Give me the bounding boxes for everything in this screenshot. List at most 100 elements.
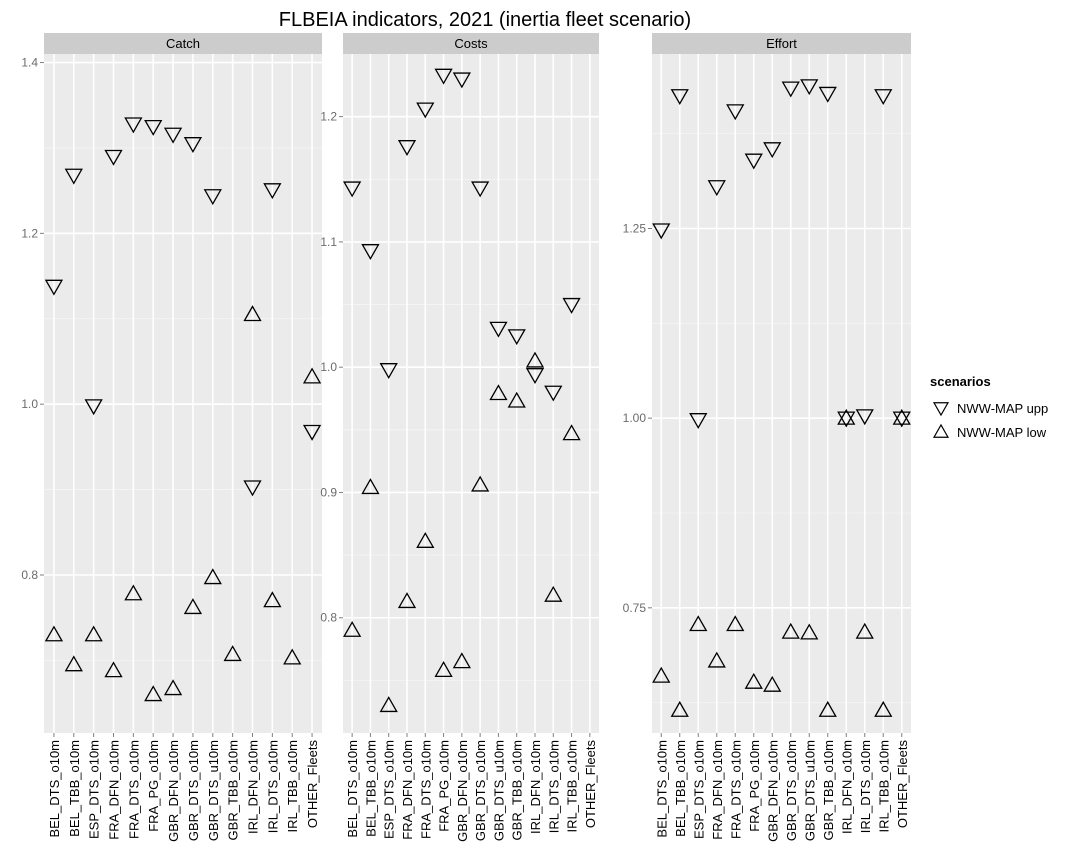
point-nww-map-low-effort-fra-dfn-o10m (707, 651, 726, 668)
point-nww-map-low-catch-fra-pg-o10m (144, 685, 163, 702)
point-nww-map-low-effort-esp-dts-o10m (689, 615, 708, 632)
x-tick-label: GBR_DTS_o10m (186, 740, 201, 841)
panel-background (652, 54, 911, 733)
x-tick-label: ESP_DTS_o10m (87, 740, 102, 839)
point-nww-map-low-costs-bel-tbb-o10m (361, 478, 380, 495)
point-nww-map-upp-effort-esp-dts-o10m (689, 413, 708, 429)
chart-title: FLBEIA indicators, 2021 (inertia fleet s… (279, 9, 691, 31)
point-nww-map-upp-costs-esp-dts-o10m (379, 363, 398, 380)
point-nww-map-low-effort-gbr-tbb-o10m (818, 700, 837, 717)
point-nww-map-upp-costs-fra-dfn-o10m (397, 140, 417, 157)
x-tick-label: FRA_DTS_o10m (126, 740, 141, 839)
point-nww-map-low-catch-other-fleets (302, 367, 322, 384)
point-nww-map-upp-effort-gbr-dts-o10m (781, 81, 800, 98)
point-nww-map-low-costs-gbr-tbb-o10m (507, 391, 526, 408)
point-nww-map-low-costs-irl-dts-o10m (544, 585, 563, 602)
x-tick-label: IRL_TBB_o10m (565, 740, 580, 833)
x-tick-label: FRA_DTS_o10m (418, 740, 433, 839)
point-nww-map-upp-effort-fra-dts-o10m (726, 104, 745, 121)
x-tick-label: GBR_DTS_o10m (473, 740, 488, 841)
x-tick-label: GBR_TBB_o10m (821, 740, 836, 840)
facet-label-costs: Costs (454, 36, 488, 51)
point-nww-map-upp-costs-gbr-dfn-o10m (452, 72, 471, 89)
point-nww-map-low-effort-bel-tbb-o10m (670, 700, 689, 717)
x-tick-label: BEL_TBB_o10m (363, 740, 378, 837)
facet-strip-effort (652, 33, 911, 54)
x-tick-label: FRA_DFN_o10m (710, 740, 725, 840)
point-nww-map-upp-costs-bel-dts-o10m (343, 181, 362, 198)
legend-key-nww-map-upp (932, 402, 950, 417)
x-tick-label: GBR_DFN_o10m (765, 740, 780, 842)
y-tick-label: 1.0 (320, 360, 337, 374)
point-nww-map-low-costs-irl-dfn-o10m (525, 351, 545, 368)
point-nww-map-low-catch-esp-dts-o10m (84, 625, 103, 642)
x-tick-label: BEL_DTS_o10m (654, 740, 669, 838)
point-nww-map-low-effort-fra-pg-o10m (744, 672, 763, 689)
x-tick-label: GBR_DTS_u10m (491, 740, 506, 841)
point-nww-map-upp-effort-irl-dts-o10m (855, 409, 874, 426)
point-nww-map-upp-catch-gbr-dfn-o10m (163, 127, 183, 144)
x-tick-label: IRL_TBB_o10m (285, 740, 300, 833)
x-tick-label: OTHER_Fleets (305, 740, 320, 829)
x-tick-label: BEL_TBB_o10m (67, 740, 82, 837)
x-tick-label: FRA_PG_o10m (747, 740, 762, 832)
panel-effort: Effort 0.75 1.00 1.25 BEL_DTS_o10m BEL_TBB_o1… (623, 33, 911, 842)
point-nww-map-upp-effort-other-fleets (892, 411, 911, 428)
point-nww-map-upp-catch-irl-dfn-o10m (243, 480, 262, 497)
x-tick-label: BEL_DTS_o10m (345, 740, 360, 838)
point-nww-map-upp-effort-bel-tbb-o10m (670, 89, 689, 106)
point-nww-map-upp-catch-gbr-dts-u10m (203, 189, 222, 206)
x-tick-label: GBR_DFN_o10m (166, 740, 181, 842)
y-tick-label: 1.0 (21, 397, 38, 411)
x-tick-label: GBR_DTS_o10m (784, 740, 799, 841)
point-nww-map-low-effort-bel-dts-o10m (652, 666, 671, 683)
point-nww-map-upp-effort-gbr-dts-u10m (800, 79, 819, 96)
point-nww-map-low-effort-irl-dts-o10m (855, 622, 874, 639)
point-nww-map-upp-catch-gbr-dts-o10m (183, 137, 203, 153)
point-nww-map-upp-catch-esp-dts-o10m (84, 399, 103, 416)
point-nww-map-low-catch-bel-dts-o10m (44, 625, 64, 642)
x-tick-label: OTHER_Fleets (583, 740, 598, 829)
point-nww-map-upp-costs-gbr-dts-o10m (471, 181, 490, 198)
point-nww-map-upp-catch-fra-dfn-o10m (104, 149, 123, 166)
x-tick-label: BEL_TBB_o10m (673, 740, 688, 837)
point-nww-map-low-catch-fra-dfn-o10m (104, 661, 123, 678)
y-tick-label: 1.4 (21, 56, 38, 70)
y-tick-label: 1.2 (21, 226, 38, 240)
point-nww-map-upp-costs-irl-tbb-o10m (562, 297, 581, 314)
point-nww-map-upp-catch-bel-dts-o10m (44, 279, 64, 296)
x-tick-label: IRL_DTS_o10m (858, 740, 873, 833)
facet-label-effort: Effort (766, 36, 797, 51)
panel-catch: Catch 0.8 1.0 1.2 1.4 BEL_DTS_o10m BEL_TBB_o10… (21, 33, 322, 842)
point-nww-map-low-effort-gbr-dts-u10m (800, 623, 819, 640)
point-nww-map-low-effort-irl-tbb-o10m (874, 700, 893, 717)
point-nww-map-upp-effort-irl-tbb-o10m (874, 89, 893, 106)
point-nww-map-low-catch-gbr-dts-u10m (203, 568, 222, 585)
point-nww-map-low-effort-gbr-dfn-o10m (763, 675, 782, 692)
x-tick-label: GBR_DFN_o10m (455, 740, 470, 842)
x-tick-label: IRL_DFN_o10m (528, 740, 543, 834)
legend-label-nww-map-upp: NWW-MAP upp (957, 401, 1048, 416)
x-tick-label: GBR_DTS_u10m (802, 740, 817, 841)
panel-costs: Costs 0.8 0.9 1.0 1.1 1.2 BEL_DTS_o10m BEL_TBB_… (320, 33, 599, 842)
y-tick-label: 1.2 (320, 110, 337, 124)
point-nww-map-upp-costs-fra-pg-o10m (434, 68, 453, 85)
point-nww-map-upp-effort-irl-dfn-o10m (837, 411, 856, 428)
x-tick-label: OTHER_Fleets (895, 740, 910, 829)
x-tick-label: ESP_DTS_o10m (382, 740, 397, 839)
chart-legend: scenarios NWW-MAP upp NWW-MAP low (930, 374, 1048, 440)
legend-label-nww-map-low: NWW-MAP low (957, 425, 1047, 440)
x-tick-label: IRL_DFN_o10m (246, 740, 261, 834)
legend-key-nww-map-low (932, 423, 950, 438)
point-nww-map-low-costs-gbr-dts-o10m (471, 475, 490, 492)
y-tick-label: 0.75 (623, 601, 647, 615)
facet-label-catch: Catch (166, 36, 200, 51)
point-nww-map-upp-effort-fra-dfn-o10m (707, 180, 726, 197)
x-tick-label: FRA_DFN_o10m (107, 740, 122, 840)
point-nww-map-upp-catch-irl-dts-o10m (263, 183, 282, 200)
panel-background (44, 54, 322, 733)
point-nww-map-upp-catch-fra-dts-o10m (124, 117, 143, 134)
point-nww-map-upp-costs-bel-tbb-o10m (361, 244, 380, 260)
point-nww-map-low-catch-gbr-tbb-o10m (223, 645, 242, 662)
